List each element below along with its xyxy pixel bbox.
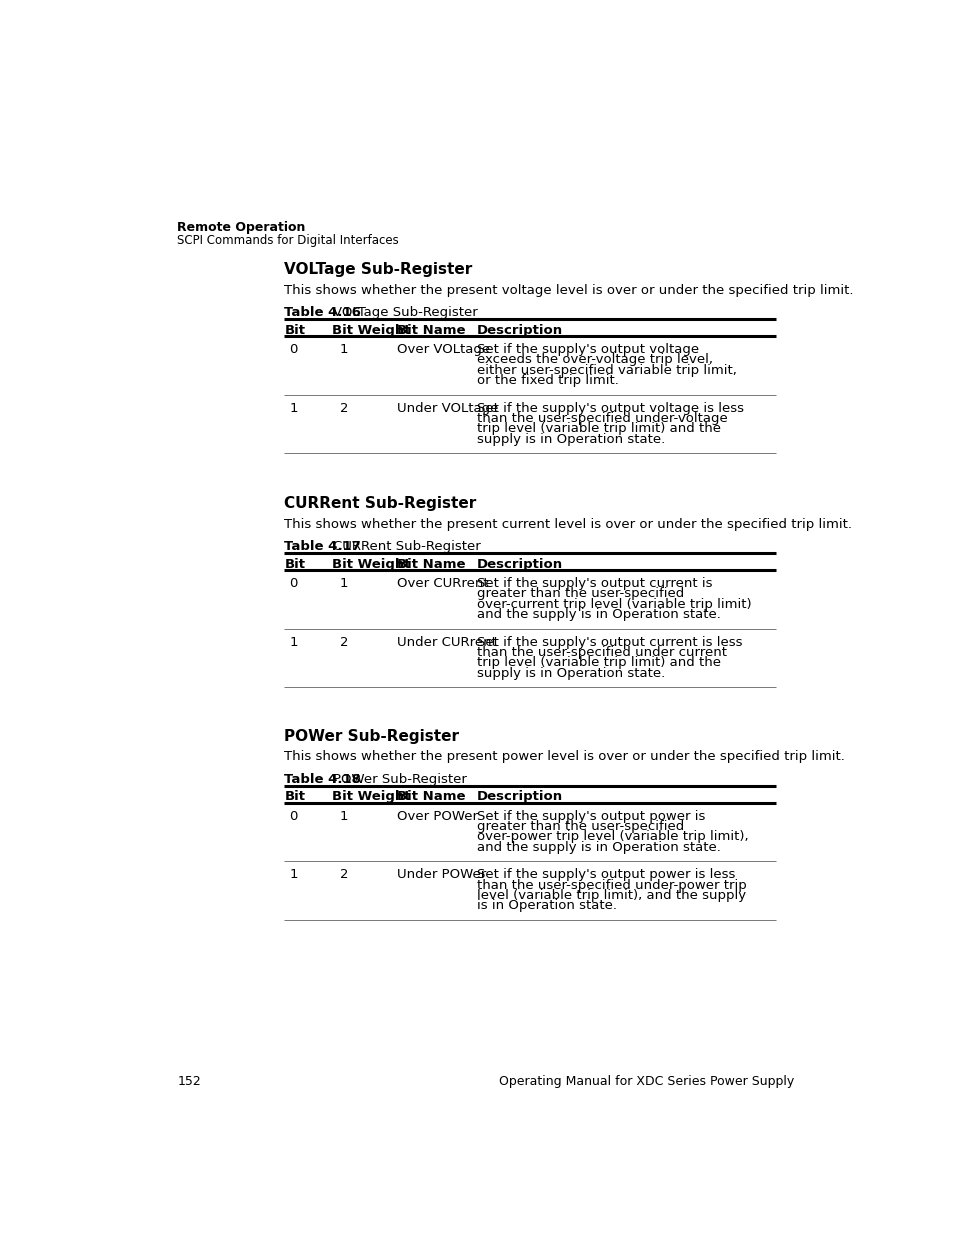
Text: Bit Name: Bit Name: [396, 558, 465, 571]
Text: Set if the supply's output current is: Set if the supply's output current is: [476, 577, 711, 590]
Text: SCPI Commands for Digital Interfaces: SCPI Commands for Digital Interfaces: [177, 235, 398, 247]
Text: Operating Manual for XDC Series Power Supply: Operating Manual for XDC Series Power Su…: [498, 1074, 794, 1088]
Text: either user-specified variable trip limit,: either user-specified variable trip limi…: [476, 364, 736, 377]
Text: VOLTage Sub-Register: VOLTage Sub-Register: [284, 262, 472, 277]
Text: supply is in Operation state.: supply is in Operation state.: [476, 432, 664, 446]
Text: Bit Weight: Bit Weight: [332, 558, 411, 571]
Text: 1: 1: [289, 868, 297, 881]
Text: 2: 2: [339, 401, 348, 415]
Text: Table 4.18: Table 4.18: [284, 773, 361, 785]
Text: Under CURrent: Under CURrent: [396, 636, 497, 648]
Text: Set if the supply's output power is less: Set if the supply's output power is less: [476, 868, 734, 881]
Text: Table 4.17: Table 4.17: [284, 540, 360, 553]
Text: 152: 152: [177, 1074, 201, 1088]
Text: 2: 2: [339, 868, 348, 881]
Text: is in Operation state.: is in Operation state.: [476, 899, 616, 913]
Text: Over VOLtage: Over VOLtage: [396, 343, 489, 356]
Text: than the user-specified under current: than the user-specified under current: [476, 646, 726, 659]
Text: supply is in Operation state.: supply is in Operation state.: [476, 667, 664, 679]
Text: Under VOLtage: Under VOLtage: [396, 401, 497, 415]
Text: trip level (variable trip limit) and the: trip level (variable trip limit) and the: [476, 656, 720, 669]
Text: Table 4.16: Table 4.16: [284, 306, 361, 319]
Text: trip level (variable trip limit) and the: trip level (variable trip limit) and the: [476, 422, 720, 435]
Text: greater than the user-specified: greater than the user-specified: [476, 588, 683, 600]
Text: and the supply is in Operation state.: and the supply is in Operation state.: [476, 609, 720, 621]
Text: Bit: Bit: [284, 324, 305, 337]
Text: greater than the user-specified: greater than the user-specified: [476, 820, 683, 834]
Text: 0: 0: [289, 810, 297, 823]
Text: POWer Sub-Register: POWer Sub-Register: [284, 729, 458, 743]
Text: 1: 1: [339, 810, 348, 823]
Text: Bit Weight: Bit Weight: [332, 324, 411, 337]
Text: CURRent Sub-Register: CURRent Sub-Register: [333, 540, 480, 553]
Text: Bit Weight: Bit Weight: [332, 790, 411, 804]
Text: 1: 1: [339, 343, 348, 356]
Text: CURRent Sub-Register: CURRent Sub-Register: [284, 496, 476, 511]
Text: This shows whether the present voltage level is over or under the specified trip: This shows whether the present voltage l…: [284, 284, 853, 296]
Text: Bit: Bit: [284, 558, 305, 571]
Text: 0: 0: [289, 577, 297, 590]
Text: Set if the supply's output power is: Set if the supply's output power is: [476, 810, 704, 823]
Text: over-power trip level (variable trip limit),: over-power trip level (variable trip lim…: [476, 830, 747, 844]
Text: exceeds the over-voltage trip level,: exceeds the over-voltage trip level,: [476, 353, 712, 367]
Text: Set if the supply's output current is less: Set if the supply's output current is le…: [476, 636, 741, 648]
Text: Description: Description: [476, 324, 562, 337]
Text: Bit Name: Bit Name: [396, 324, 465, 337]
Text: Description: Description: [476, 790, 562, 804]
Text: 1: 1: [339, 577, 348, 590]
Text: This shows whether the present current level is over or under the specified trip: This shows whether the present current l…: [284, 517, 851, 531]
Text: than the user-specified under-voltage: than the user-specified under-voltage: [476, 412, 726, 425]
Text: than the user-specified under-power trip: than the user-specified under-power trip: [476, 878, 745, 892]
Text: POWer Sub-Register: POWer Sub-Register: [333, 773, 467, 785]
Text: 2: 2: [339, 636, 348, 648]
Text: Over CURrent: Over CURrent: [396, 577, 488, 590]
Text: 1: 1: [289, 401, 297, 415]
Text: VOLTage Sub-Register: VOLTage Sub-Register: [333, 306, 477, 319]
Text: 1: 1: [289, 636, 297, 648]
Text: Set if the supply's output voltage: Set if the supply's output voltage: [476, 343, 698, 356]
Text: Description: Description: [476, 558, 562, 571]
Text: level (variable trip limit), and the supply: level (variable trip limit), and the sup…: [476, 889, 745, 902]
Text: Under POWer: Under POWer: [396, 868, 485, 881]
Text: Bit Name: Bit Name: [396, 790, 465, 804]
Text: 0: 0: [289, 343, 297, 356]
Text: This shows whether the present power level is over or under the specified trip l: This shows whether the present power lev…: [284, 751, 844, 763]
Text: Remote Operation: Remote Operation: [177, 221, 305, 235]
Text: over-current trip level (variable trip limit): over-current trip level (variable trip l…: [476, 598, 750, 611]
Text: and the supply is in Operation state.: and the supply is in Operation state.: [476, 841, 720, 853]
Text: Set if the supply's output voltage is less: Set if the supply's output voltage is le…: [476, 401, 742, 415]
Text: or the fixed trip limit.: or the fixed trip limit.: [476, 374, 618, 388]
Text: Bit: Bit: [284, 790, 305, 804]
Text: Over POWer: Over POWer: [396, 810, 477, 823]
